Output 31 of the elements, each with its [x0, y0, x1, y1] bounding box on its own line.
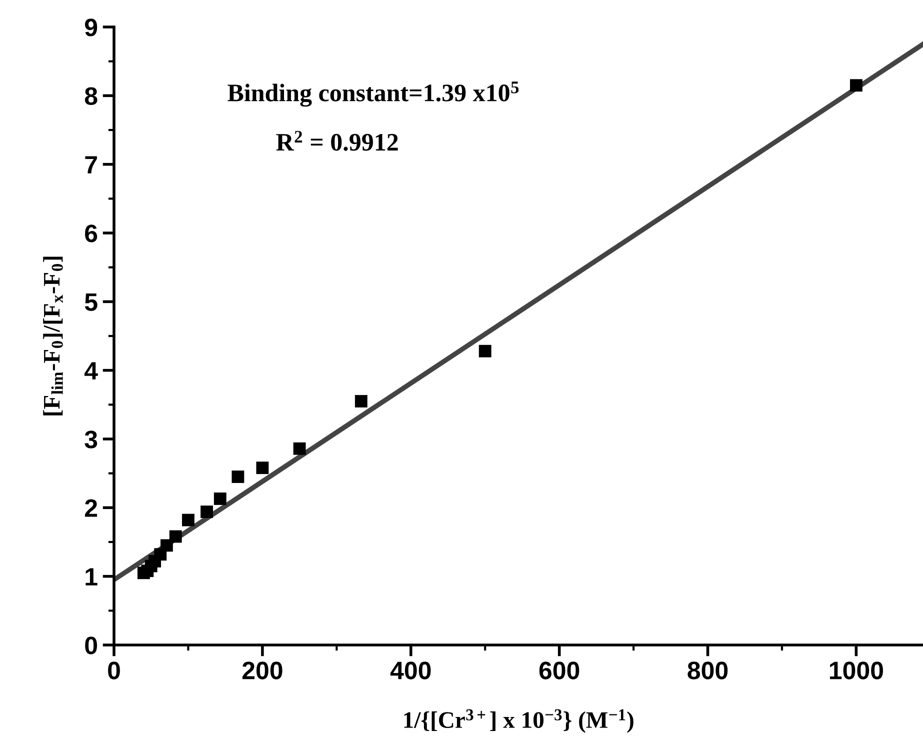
- x-tick-label: 600: [539, 662, 580, 680]
- point: [850, 79, 862, 92]
- y-tick-label: 5: [84, 294, 98, 311]
- point: [232, 470, 244, 483]
- y-tick-label: 4: [84, 362, 98, 380]
- x-tick-label: 1000: [830, 662, 883, 680]
- annotation: R$^{2}$ = 0.9912: [276, 130, 398, 151]
- point: [169, 530, 182, 543]
- point: [160, 539, 173, 552]
- y-tick-label: 9: [84, 18, 98, 36]
- y-tick-label: 3: [84, 430, 98, 448]
- x-tick-label: 200: [242, 662, 282, 680]
- y-tick-label: 8: [84, 87, 98, 105]
- point: [214, 492, 226, 505]
- point: [354, 395, 368, 408]
- x-axis-title: 1/{[Cr$^{3+}$] x 10$^{−3}$} (M$^{−1}$): [404, 709, 634, 733]
- y-tick-label: 6: [85, 224, 98, 242]
- text: [F$_{lim}$-F$_{0}$]/[F$_{x}$-F$_{0}$]: [43, 256, 63, 416]
- x-tick-label: 800: [688, 662, 728, 680]
- x-tick-label: 0: [108, 662, 120, 680]
- point: [200, 506, 213, 518]
- point: [256, 462, 269, 474]
- point: [478, 344, 492, 358]
- y-tick-label: 1: [86, 568, 98, 586]
- point: [182, 514, 194, 526]
- point: [293, 442, 306, 455]
- y-tick-label: 2: [84, 499, 98, 517]
- y-tick-label: 0: [85, 636, 98, 654]
- y-tick-label: 7: [85, 156, 97, 174]
- x-tick-label: 400: [390, 662, 431, 680]
- annotation: Binding constant=1.39 x10$^{5}$: [228, 82, 519, 107]
